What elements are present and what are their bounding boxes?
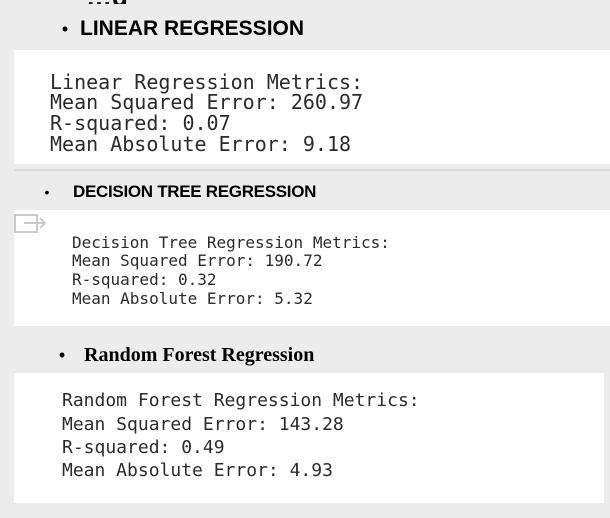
bullet-icon: •	[58, 344, 66, 365]
top-heading-fragment: …g	[86, 0, 166, 4]
bullet-icon: •	[44, 184, 50, 200]
linear-regression-heading: LINEAR REGRESSION	[80, 17, 305, 40]
linear-mse: Mean Squared Error: 260.97	[50, 90, 364, 114]
decision-tree-heading-row: • DECISION TREE REGRESSION	[41, 180, 317, 204]
decision-tree-heading: DECISION TREE REGRESSION	[73, 182, 317, 201]
linear-r2: R-squared: 0.07	[50, 111, 231, 135]
section-divider	[14, 169, 610, 171]
linear-metrics-title: Linear Regression Metrics:	[50, 70, 364, 94]
bullet-icon: •	[61, 18, 69, 39]
random-forest-heading-row: • Random Forest Regression	[56, 341, 315, 369]
tree-r2: R-squared: 0.32	[72, 270, 217, 289]
random-forest-heading: Random Forest Regression	[84, 343, 315, 366]
tree-mae: Mean Absolute Error: 5.32	[72, 289, 313, 308]
forest-mae: Mean Absolute Error: 4.93	[62, 460, 333, 481]
linear-mae: Mean Absolute Error: 9.18	[50, 132, 352, 156]
tree-mse: Mean Squared Error: 190.72	[72, 251, 323, 270]
linear-regression-output-panel: Linear Regression Metrics: Mean Squared …	[14, 50, 610, 164]
forest-r2: R-squared: 0.49	[62, 437, 225, 458]
forest-mse: Mean Squared Error: 143.28	[62, 414, 344, 435]
linear-regression-heading-row: • LINEAR REGRESSION	[56, 14, 304, 44]
forest-metrics-title: Random Forest Regression Metrics:	[62, 390, 420, 411]
random-forest-output-panel: Random Forest Regression Metrics: Mean S…	[14, 373, 604, 503]
output-arrow-icon[interactable]	[14, 213, 48, 235]
decision-tree-output-panel: Decision Tree Regression Metrics: Mean S…	[14, 210, 610, 326]
tree-metrics-title: Decision Tree Regression Metrics:	[72, 233, 390, 252]
